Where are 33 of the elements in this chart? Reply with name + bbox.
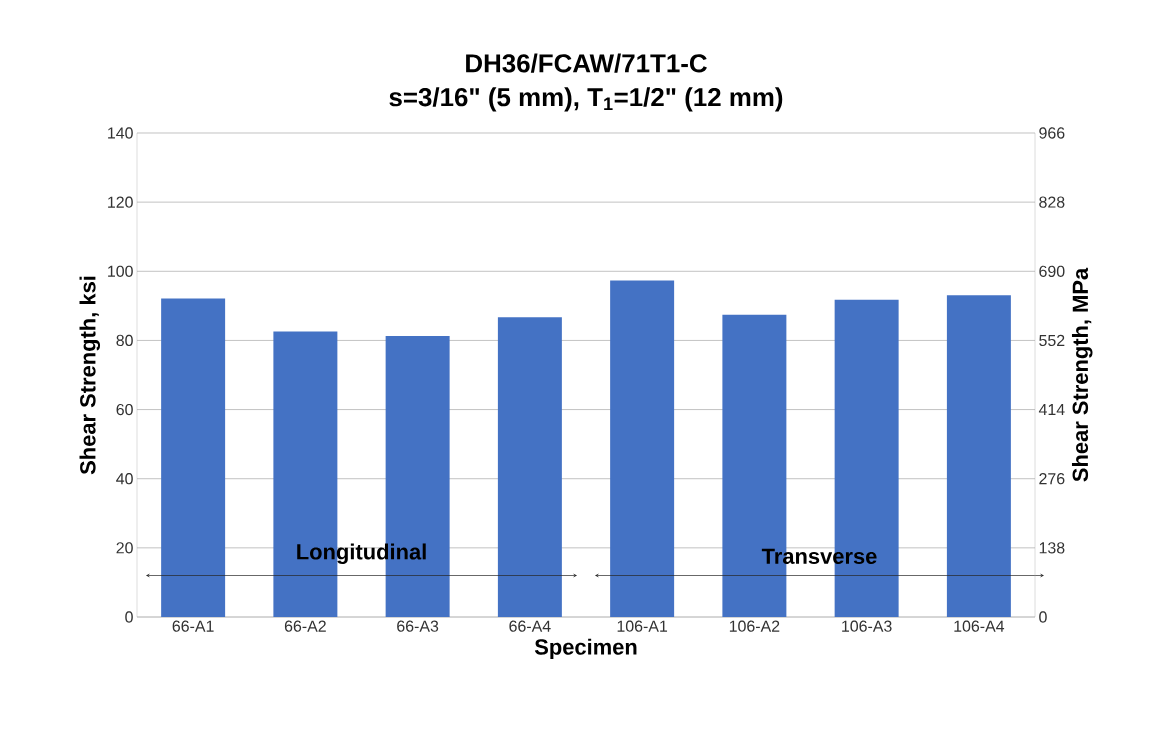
y2-tick-label: 690 [1039, 265, 1065, 277]
x-tick-label: 106-A1 [617, 620, 668, 632]
y-tick-label: 120 [108, 196, 133, 208]
x-tick-label: 66-A3 [397, 620, 439, 632]
y2-tick-label: 276 [1039, 473, 1065, 485]
y2-tick-label: 138 [1039, 542, 1065, 554]
x-tick-label: 66-A2 [284, 620, 326, 632]
x-tick-label: 106-A4 [954, 620, 1005, 632]
y-tick-label: 100 [108, 265, 133, 277]
y-tick-label: 80 [116, 334, 133, 347]
x-tick-label: 66-A4 [509, 620, 551, 632]
y2-tick-label: 414 [1038, 404, 1065, 416]
chart-title: DH36/FCAW/71T1-C [466, 53, 707, 73]
y-tick-label: 140 [108, 127, 133, 139]
bar [161, 298, 226, 617]
y-tick-label: 20 [116, 542, 133, 554]
y2-tick-label: 828 [1039, 196, 1065, 208]
bar [946, 295, 1011, 617]
y2-tick-label: 552 [1039, 334, 1065, 347]
bar [610, 280, 675, 617]
y-tick-label: 60 [116, 403, 133, 416]
x-axis-title: Specimen [534, 638, 637, 660]
bar [497, 317, 562, 617]
y2-tick-label: 0 [1039, 611, 1047, 623]
x-tick-label: 106-A3 [842, 620, 892, 632]
y2-tick-label: 966 [1039, 127, 1065, 139]
chart-subtitle: s=3/16" (5 mm), T$_{1}$=1/2" (12 mm) [389, 87, 783, 112]
y2-axis-title: Shear Strength, MPa [1071, 267, 1093, 482]
y-tick-label: 0 [125, 611, 133, 623]
y-tick-label: 40 [116, 473, 133, 485]
y-axis-title: Shear Strength, ksi [79, 276, 101, 475]
x-tick-label: 66-A1 [172, 620, 214, 632]
x-tick-label: 106-A2 [729, 620, 780, 632]
